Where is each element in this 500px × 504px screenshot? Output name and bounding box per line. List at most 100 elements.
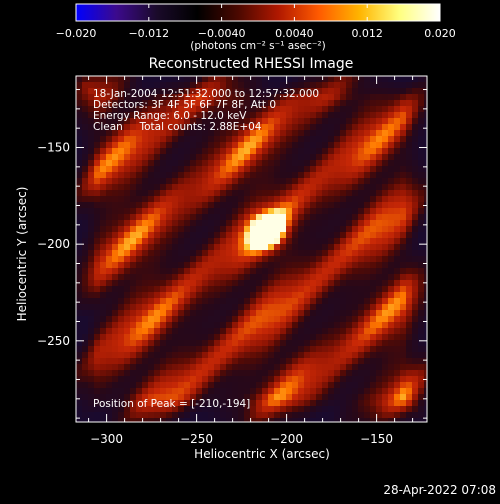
heatmap-cell (118, 226, 124, 232)
heatmap-cell (142, 154, 148, 160)
heatmap-cell (370, 214, 376, 220)
heatmap-cell (118, 94, 124, 100)
heatmap-cell (394, 244, 400, 250)
heatmap-cell (244, 412, 250, 418)
heatmap-cell (364, 232, 370, 238)
heatmap-cell (94, 286, 100, 292)
heatmap-cell (106, 190, 112, 196)
heatmap-cell (370, 160, 376, 166)
heatmap-cell (220, 82, 226, 88)
heatmap-cell (154, 88, 160, 94)
heatmap-cell (304, 220, 310, 226)
heatmap-cell (76, 220, 82, 226)
heatmap-cell (424, 334, 427, 340)
heatmap-cell (82, 388, 88, 394)
heatmap-cell (376, 196, 382, 202)
heatmap-cell (214, 208, 220, 214)
heatmap-cell (250, 232, 256, 238)
heatmap-cell (184, 106, 190, 112)
heatmap-cell (178, 382, 184, 388)
heatmap-cell (148, 178, 154, 184)
heatmap-cell (274, 298, 280, 304)
heatmap-cell (88, 346, 94, 352)
colorbar-ticks: −0.020 −0.012 −0.0040 0.0040 0.012 0.020 (56, 4, 456, 40)
heatmap-cell (364, 394, 370, 400)
heatmap-cell (346, 100, 352, 106)
plot-area: −300 −250 −200 −150−150−200−250 (37, 75, 428, 446)
heatmap-cell (76, 208, 82, 214)
heatmap-cell (424, 172, 427, 178)
heatmap-cell (106, 262, 112, 268)
heatmap-cell (388, 214, 394, 220)
heatmap-cell (292, 220, 298, 226)
heatmap-cell (130, 142, 136, 148)
heatmap-cell (370, 232, 376, 238)
heatmap-cell (178, 142, 184, 148)
heatmap-cell (328, 124, 334, 130)
heatmap-cell (232, 208, 238, 214)
heatmap-cell (262, 136, 268, 142)
heatmap-cell (250, 262, 256, 268)
heatmap-cell (160, 316, 166, 322)
heatmap-cell (376, 148, 382, 154)
heatmap-cell (424, 166, 427, 172)
heatmap-cell (214, 196, 220, 202)
heatmap-cell (268, 394, 274, 400)
heatmap-cell (274, 76, 280, 82)
heatmap-cell (100, 166, 106, 172)
heatmap-cell (274, 346, 280, 352)
heatmap-cell (322, 304, 328, 310)
heatmap-cell (406, 388, 412, 394)
heatmap-cell (298, 160, 304, 166)
heatmap-cell (388, 358, 394, 364)
heatmap-cell (274, 220, 280, 226)
heatmap-cell (268, 118, 274, 124)
heatmap-cell (352, 346, 358, 352)
heatmap-cell (94, 328, 100, 334)
heatmap-cell (280, 262, 286, 268)
heatmap-cell (424, 100, 427, 106)
heatmap-cell (268, 340, 274, 346)
heatmap-cell (226, 316, 232, 322)
heatmap-cell (94, 94, 100, 100)
heatmap-cell (76, 382, 82, 388)
heatmap-cell (358, 310, 364, 316)
heatmap-cell (370, 148, 376, 154)
heatmap-cell (382, 286, 388, 292)
heatmap-cell (190, 202, 196, 208)
heatmap-cell (214, 154, 220, 160)
heatmap-cell (166, 346, 172, 352)
heatmap-cell (376, 172, 382, 178)
heatmap-cell (76, 316, 82, 322)
heatmap-cell (322, 364, 328, 370)
colorbar: −0.020 −0.012 −0.0040 0.0040 0.012 0.020 (pho… (56, 3, 456, 52)
heatmap-cell (154, 340, 160, 346)
heatmap-cell (376, 280, 382, 286)
heatmap-cell (358, 412, 364, 418)
heatmap-cell (232, 94, 238, 100)
heatmap-cell (136, 262, 142, 268)
heatmap-cell (322, 322, 328, 328)
heatmap-cell (208, 328, 214, 334)
heatmap-cell (82, 376, 88, 382)
heatmap-cell (136, 358, 142, 364)
heatmap-cell (130, 94, 136, 100)
heatmap-cell (424, 148, 427, 154)
heatmap-cell (298, 376, 304, 382)
heatmap-cell (340, 268, 346, 274)
heatmap-cell (268, 172, 274, 178)
heatmap-cell (154, 352, 160, 358)
heatmap-cell (184, 118, 190, 124)
heatmap-cell (244, 82, 250, 88)
heatmap-cell (322, 166, 328, 172)
heatmap-cell (382, 190, 388, 196)
heatmap-cell (244, 388, 250, 394)
heatmap-cell (238, 334, 244, 340)
heatmap-cell (130, 196, 136, 202)
heatmap-cell (136, 190, 142, 196)
heatmap-cell (136, 406, 142, 412)
heatmap-cell (112, 244, 118, 250)
heatmap-cell (124, 172, 130, 178)
heatmap-cell (166, 208, 172, 214)
heatmap-cell (178, 370, 184, 376)
